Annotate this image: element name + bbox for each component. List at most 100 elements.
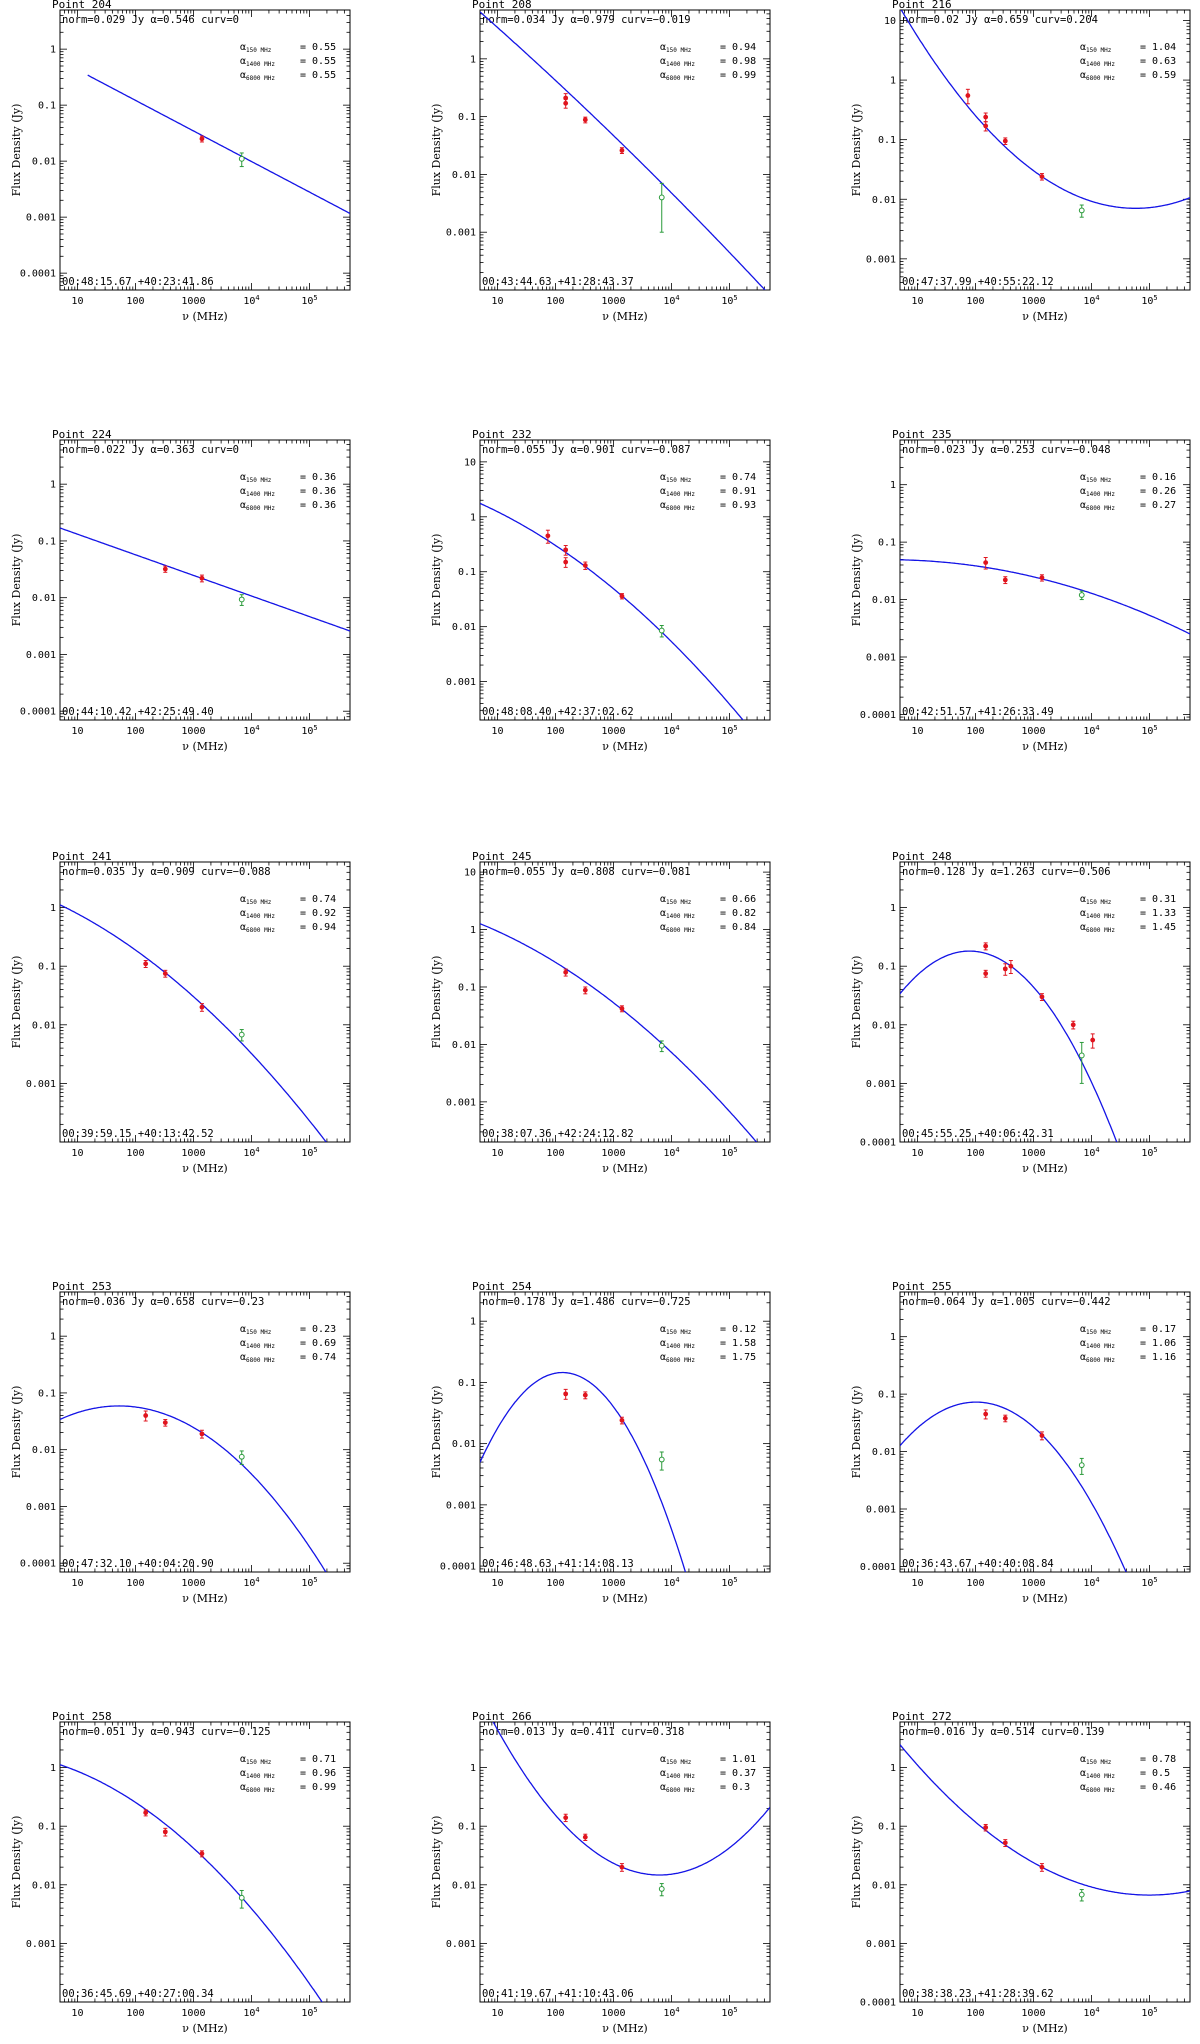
y-axis-label: Flux Density (Jy) xyxy=(10,534,23,627)
y-axis-label: Flux Density (Jy) xyxy=(850,104,863,197)
plot-frame xyxy=(899,861,1191,1143)
x-tick-label: 10 xyxy=(71,1148,83,1159)
data-point xyxy=(143,1810,149,1816)
x-tick-label: 104 xyxy=(663,1146,679,1159)
data-point xyxy=(162,1420,168,1426)
spectral-index-row: α6800 MHz xyxy=(660,1352,695,1364)
x-axis-label: ν (MHz) xyxy=(182,1162,227,1175)
fit-parameters: norm=0.128 Jy α=1.263 curv=−0.506 xyxy=(902,866,1111,878)
data-point xyxy=(582,117,588,123)
plot-area xyxy=(900,10,1190,218)
x-tick-label: 10 xyxy=(491,2008,503,2019)
y-tick-label: 0.0001 xyxy=(860,1138,896,1149)
y-tick-label: 0.0001 xyxy=(440,1562,476,1573)
x-tick-label: 100 xyxy=(966,296,984,307)
panel-title: Point 235 xyxy=(892,428,952,441)
sed-panel: Point 266 10 100 1000 104 105 1 0.1 0.01 0.001 ν (… xyxy=(430,1710,771,2035)
spectral-index-value: = 0.99 xyxy=(300,1782,336,1793)
plot-area xyxy=(900,556,1190,635)
plot-area xyxy=(900,1744,1190,1902)
spectral-index-value: = 0.84 xyxy=(720,922,756,933)
model-curve xyxy=(60,527,350,632)
sed-panel: Point 245 10 100 1000 104 105 10 1 0.1 0.01 0.001 ν… xyxy=(430,850,771,1175)
data-point xyxy=(582,987,588,993)
y-tick-label: 0.01 xyxy=(32,1445,56,1456)
x-tick-label: 105 xyxy=(1141,294,1157,307)
spectral-index-row: α150 MHz xyxy=(240,42,272,54)
x-tick-label: 104 xyxy=(243,1576,259,1589)
x-tick-label: 1000 xyxy=(601,2008,625,2019)
x-tick-label: 100 xyxy=(126,2008,144,2019)
plot-area xyxy=(60,527,350,632)
data-point xyxy=(1002,966,1008,972)
y-tick-label: 0.001 xyxy=(446,677,476,688)
y-tick-label: 0.0001 xyxy=(20,269,56,280)
y-tick-label: 1 xyxy=(50,45,56,56)
spectral-index-row: α150 MHz xyxy=(660,1754,692,1766)
data-point xyxy=(1078,1052,1085,1059)
y-tick-label: 1 xyxy=(50,1763,56,1774)
source-coordinates: 00:45:55.25 +40:06:42.31 xyxy=(902,1128,1054,1140)
y-axis-label: Flux Density (Jy) xyxy=(10,1386,23,1479)
spectral-index-value: = 0.12 xyxy=(720,1324,756,1335)
spectral-index-row: α6800 MHz xyxy=(660,70,695,82)
source-coordinates: 00:47:37.99 +40:55:22.12 xyxy=(902,276,1054,288)
x-axis-label: ν (MHz) xyxy=(602,1592,647,1605)
spectral-index-value: = 0.26 xyxy=(1140,486,1176,497)
model-curve xyxy=(900,950,1118,1142)
panel-title: Point 255 xyxy=(892,1280,952,1293)
y-tick-label: 0.001 xyxy=(866,1079,896,1090)
x-tick-label: 100 xyxy=(126,1148,144,1159)
y-axis-label: Flux Density (Jy) xyxy=(850,534,863,627)
model-curve xyxy=(900,1744,1190,1896)
y-tick-label: 1 xyxy=(470,925,476,936)
x-tick-label: 100 xyxy=(546,1578,564,1589)
spectral-index-row: α1400 MHz xyxy=(660,486,695,498)
plot-area xyxy=(900,1401,1127,1572)
y-tick-label: 0.1 xyxy=(458,567,476,578)
spectral-index-row: α6800 MHz xyxy=(660,500,695,512)
spectral-index-row: α6800 MHz xyxy=(660,1782,695,1794)
x-tick-label: 100 xyxy=(546,296,564,307)
sed-panel: Point 255 10 100 1000 104 105 1 0.1 0.01 0.001 0.0… xyxy=(850,1280,1191,1605)
sed-panel: Point 254 10 100 1000 104 105 1 0.1 0.01 0.001 0.0… xyxy=(430,1280,771,1605)
sed-panel: Point 248 10 100 1000 104 105 1 0.1 0.01 0.001 0.0… xyxy=(850,850,1191,1175)
y-tick-label: 0.1 xyxy=(38,962,56,973)
data-point xyxy=(1002,1840,1008,1846)
fit-parameters: norm=0.051 Jy α=0.943 curv=−0.125 xyxy=(62,1726,271,1738)
y-tick-label: 1 xyxy=(50,903,56,914)
data-point xyxy=(563,559,569,565)
x-tick-label: 105 xyxy=(301,1146,317,1159)
fit-parameters: norm=0.055 Jy α=0.901 curv=−0.087 xyxy=(482,444,691,456)
data-point xyxy=(1002,577,1008,583)
x-tick-label: 100 xyxy=(126,296,144,307)
source-coordinates: 00:48:15.67 +40:23:41.86 xyxy=(62,276,214,288)
y-tick-label: 0.001 xyxy=(866,652,896,663)
x-tick-label: 1000 xyxy=(601,1148,625,1159)
plot-frame xyxy=(59,861,351,1143)
y-tick-label: 0.01 xyxy=(452,1880,476,1891)
data-point xyxy=(658,194,665,201)
spectral-index-row: α150 MHz xyxy=(240,1324,272,1336)
plot-frame xyxy=(479,1291,771,1573)
x-tick-label: 10 xyxy=(911,296,923,307)
y-tick-label: 0.1 xyxy=(458,112,476,123)
spectral-index-row: α6800 MHz xyxy=(240,1352,275,1364)
spectral-index-row: α1400 MHz xyxy=(1080,486,1115,498)
spectral-index-value: = 0.93 xyxy=(720,500,756,511)
plot-frame xyxy=(59,1721,351,2003)
y-tick-label: 0.01 xyxy=(32,1880,56,1891)
x-tick-label: 100 xyxy=(966,2008,984,2019)
spectral-index-row: α1400 MHz xyxy=(660,56,695,68)
data-point xyxy=(563,1815,569,1821)
y-tick-label: 0.001 xyxy=(446,1939,476,1950)
source-coordinates: 00:44:10.42 +42:25:49.40 xyxy=(62,706,214,718)
data-point xyxy=(983,1411,989,1417)
y-tick-label: 0.1 xyxy=(38,1822,56,1833)
x-tick-label: 1000 xyxy=(1021,1578,1045,1589)
spectral-index-value: = 0.37 xyxy=(720,1768,756,1779)
fit-parameters: norm=0.064 Jy α=1.005 curv=−0.442 xyxy=(902,1296,1111,1308)
data-point xyxy=(983,971,989,976)
spectral-index-value: = 0.31 xyxy=(1140,894,1176,905)
y-tick-label: 0.1 xyxy=(38,536,56,547)
